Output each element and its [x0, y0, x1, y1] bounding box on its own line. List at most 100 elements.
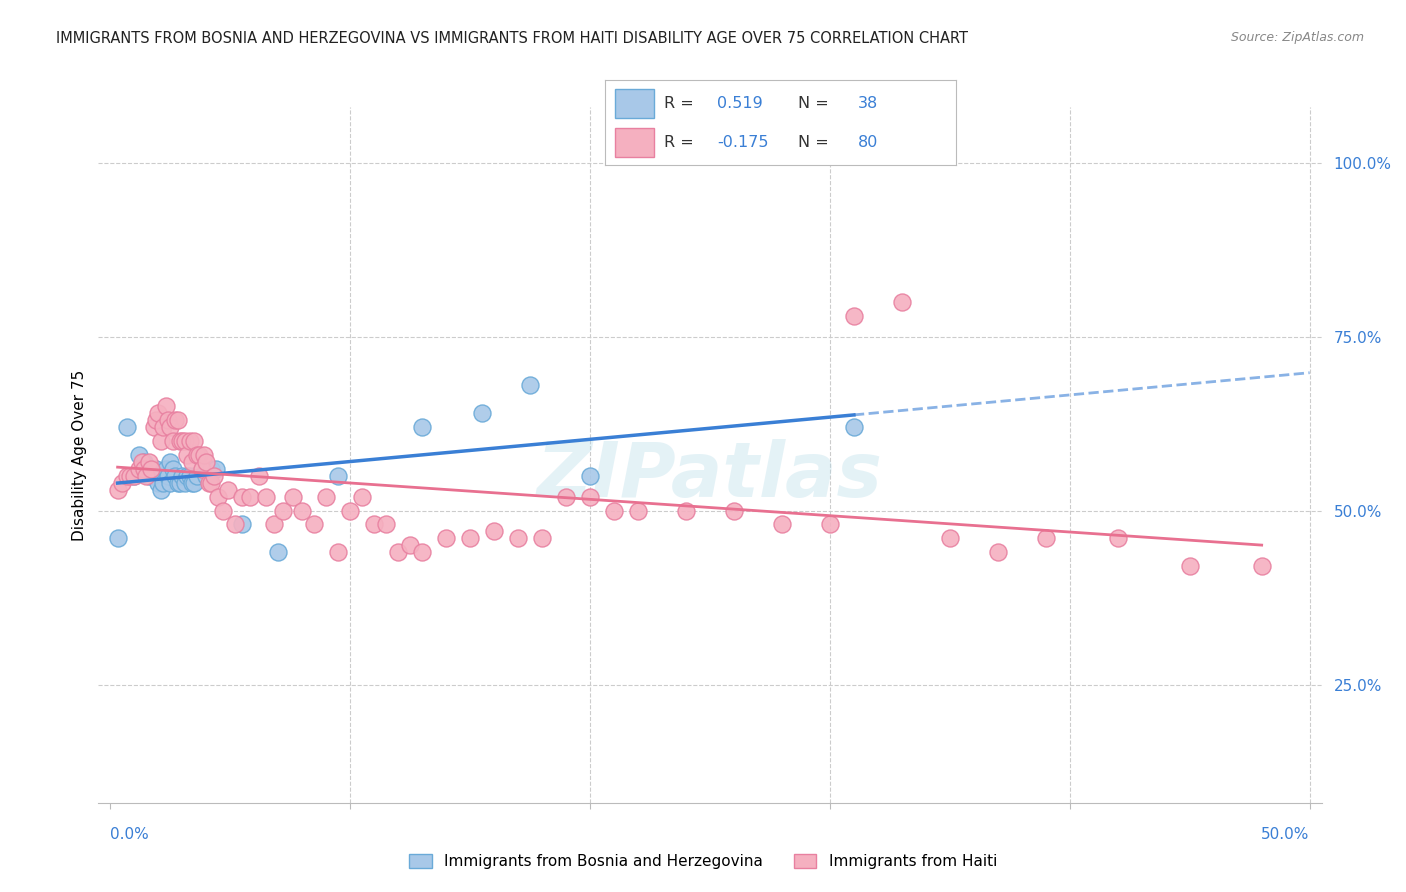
Point — [238, 490, 260, 504]
Point — [142, 420, 165, 434]
Point — [124, 468, 146, 483]
Point — [172, 434, 194, 448]
Point — [115, 420, 138, 434]
Point — [141, 462, 163, 476]
Point — [107, 483, 129, 497]
Point — [176, 468, 198, 483]
Point — [627, 503, 650, 517]
Point — [224, 517, 246, 532]
Point — [195, 455, 218, 469]
Point — [890, 294, 912, 309]
Point — [181, 475, 204, 490]
Point — [156, 468, 179, 483]
Point — [217, 483, 239, 497]
Point — [162, 434, 184, 448]
Point — [1107, 532, 1129, 546]
Point — [328, 545, 350, 559]
Point — [482, 524, 505, 539]
Point — [1250, 559, 1272, 574]
FancyBboxPatch shape — [616, 128, 654, 157]
Point — [387, 545, 409, 559]
Point — [508, 532, 530, 546]
Point — [183, 434, 205, 448]
Point — [176, 448, 198, 462]
Point — [132, 455, 155, 469]
Point — [579, 468, 602, 483]
Point — [148, 475, 170, 490]
Text: Source: ZipAtlas.com: Source: ZipAtlas.com — [1230, 31, 1364, 45]
Point — [155, 399, 177, 413]
Point — [987, 545, 1010, 559]
Point — [190, 462, 212, 476]
Point — [159, 420, 181, 434]
Point — [328, 468, 350, 483]
Point — [247, 468, 270, 483]
Point — [375, 517, 398, 532]
Point — [304, 517, 326, 532]
Point — [186, 448, 208, 462]
Point — [842, 420, 865, 434]
Point — [111, 475, 134, 490]
Point — [169, 434, 191, 448]
Point — [339, 503, 361, 517]
Point — [842, 309, 865, 323]
Point — [411, 545, 433, 559]
Point — [115, 468, 138, 483]
Point — [939, 532, 962, 546]
Point — [156, 413, 179, 427]
Point — [145, 462, 167, 476]
Point — [159, 455, 181, 469]
Point — [200, 462, 222, 476]
Point — [145, 413, 167, 427]
Point — [193, 448, 215, 462]
Point — [207, 490, 229, 504]
Point — [179, 434, 201, 448]
Point — [166, 413, 188, 427]
Point — [152, 475, 174, 490]
Point — [173, 434, 195, 448]
Text: R =: R = — [665, 135, 699, 150]
Point — [149, 483, 172, 497]
Point — [131, 455, 153, 469]
Point — [195, 468, 218, 483]
Text: 38: 38 — [858, 95, 877, 111]
Point — [770, 517, 793, 532]
Point — [675, 503, 697, 517]
Point — [165, 468, 187, 483]
Point — [159, 475, 181, 490]
Point — [118, 468, 141, 483]
Point — [315, 490, 337, 504]
Text: 0.519: 0.519 — [717, 95, 763, 111]
Point — [128, 462, 150, 476]
Point — [190, 462, 212, 476]
Text: 80: 80 — [858, 135, 877, 150]
Point — [135, 468, 157, 483]
Point — [162, 462, 184, 476]
Point — [173, 475, 195, 490]
Point — [267, 545, 290, 559]
Point — [197, 475, 219, 490]
Y-axis label: Disability Age Over 75: Disability Age Over 75 — [72, 369, 87, 541]
Point — [352, 490, 374, 504]
Text: -0.175: -0.175 — [717, 135, 769, 150]
Text: 50.0%: 50.0% — [1261, 827, 1309, 842]
Point — [183, 475, 205, 490]
Point — [519, 378, 541, 392]
Point — [200, 475, 222, 490]
Point — [212, 503, 235, 517]
Point — [205, 462, 228, 476]
Point — [169, 475, 191, 490]
FancyBboxPatch shape — [616, 89, 654, 118]
Point — [555, 490, 578, 504]
Point — [138, 455, 160, 469]
Text: R =: R = — [665, 95, 699, 111]
Point — [603, 503, 626, 517]
Point — [149, 434, 172, 448]
Point — [291, 503, 314, 517]
Point — [411, 420, 433, 434]
Point — [363, 517, 385, 532]
Point — [271, 503, 294, 517]
Text: IMMIGRANTS FROM BOSNIA AND HERZEGOVINA VS IMMIGRANTS FROM HAITI DISABILITY AGE O: IMMIGRANTS FROM BOSNIA AND HERZEGOVINA V… — [56, 31, 969, 46]
Point — [179, 468, 201, 483]
Point — [254, 490, 277, 504]
